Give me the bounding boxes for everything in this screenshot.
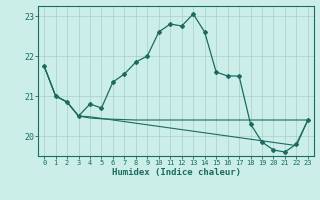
X-axis label: Humidex (Indice chaleur): Humidex (Indice chaleur) (111, 168, 241, 177)
